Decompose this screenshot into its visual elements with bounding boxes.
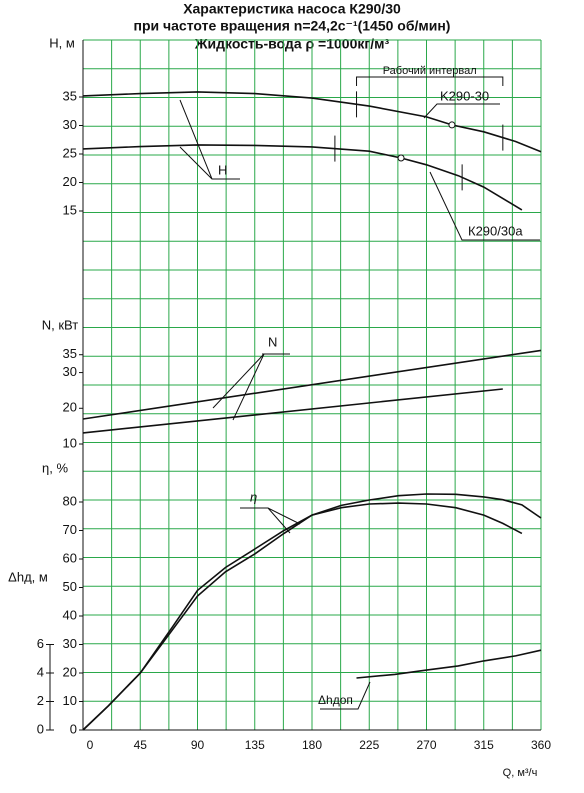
nominal-point: [448, 121, 456, 129]
x-tick-label: 225: [359, 738, 379, 752]
y-tick-label: 60: [63, 550, 77, 565]
y-tick-label: 4: [37, 664, 44, 679]
y-tick-label: 0: [37, 721, 44, 736]
nominal-point: [397, 154, 405, 162]
curve: [82, 91, 542, 153]
y-tick-label: 50: [63, 579, 77, 594]
x-tick-label: 315: [474, 738, 494, 752]
leader: [240, 507, 301, 534]
range-bracket: [356, 76, 504, 86]
chart-subtitle: Жидкость-вода ρ =1000кг/м³: [194, 36, 390, 52]
y-tick-label: 10: [63, 693, 77, 708]
y-tick-label: 80: [63, 493, 77, 508]
leader: [179, 99, 240, 180]
curve: [82, 144, 523, 211]
y-tick-label: 70: [63, 522, 77, 537]
x-tick-label: 270: [416, 738, 436, 752]
curve: [82, 349, 542, 420]
curve: [82, 502, 523, 731]
x-axis-label: Q, м³/ч: [503, 767, 538, 779]
y-tick-label: 35: [63, 346, 77, 361]
leader: [423, 103, 500, 119]
chart-subtitle: при частоте вращения n=24,2с⁻¹(1450 об/м…: [134, 18, 451, 34]
y-tick-label: 20: [63, 174, 77, 189]
curve-label: N: [268, 334, 277, 349]
curve: [82, 388, 503, 434]
y-tick-label: 30: [63, 364, 77, 379]
curve-label: H: [218, 162, 227, 177]
y-axis-label: Δhд, м: [8, 569, 48, 584]
curve-label: η: [250, 489, 257, 504]
leader: [212, 353, 290, 421]
y-tick-label: 25: [63, 145, 77, 160]
series-label: К290/30а: [468, 223, 523, 238]
curve: [82, 493, 542, 731]
y-axis-label: N, кВт: [42, 317, 79, 332]
y-tick-label: 6: [37, 636, 44, 651]
y-tick-label: 0: [70, 721, 77, 736]
x-tick-label: 180: [302, 738, 322, 752]
x-tick-label: 90: [191, 738, 205, 752]
range-label: Рабочий интервал: [383, 65, 477, 77]
y-tick-label: 20: [63, 664, 77, 679]
x-tick-label: 135: [245, 738, 265, 752]
curve-label: Δhдоп: [318, 693, 353, 707]
x-tick-label: 0: [87, 738, 94, 752]
y-tick-label: 35: [63, 88, 77, 103]
y-axis-label: η, %: [42, 460, 68, 475]
x-tick-label: 360: [531, 738, 551, 752]
leader: [429, 171, 540, 241]
series-label: K290-30: [440, 88, 489, 103]
x-tick-label: 45: [134, 738, 148, 752]
y-tick-label: 40: [63, 607, 77, 622]
y-tick-label: 10: [63, 435, 77, 450]
y-tick-label: 15: [63, 202, 77, 217]
y-tick-label: 30: [63, 636, 77, 651]
y-tick-label: 20: [63, 400, 77, 415]
chart-title: Характеристика насоса К290/30: [183, 1, 401, 17]
curve: [356, 649, 542, 679]
y-tick-label: 2: [37, 693, 44, 708]
y-tick-label: 30: [63, 117, 77, 132]
y-axis-label: H, м: [49, 35, 75, 50]
leader: [320, 681, 371, 710]
